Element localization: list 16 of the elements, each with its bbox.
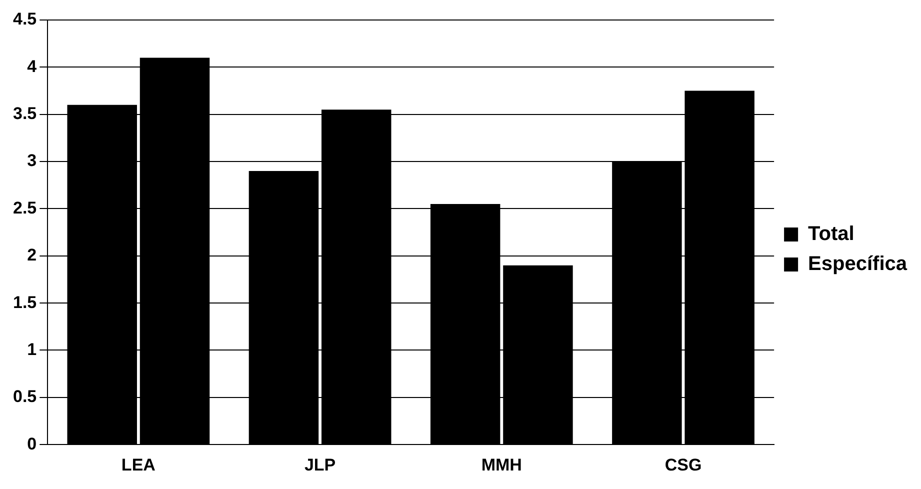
x-tick-label: MMH xyxy=(481,455,522,474)
legend-label: Total xyxy=(808,223,854,246)
y-tick-label: 1.5 xyxy=(12,292,37,312)
y-tick-label: 4.5 xyxy=(12,10,37,29)
x-tick-label: CSG xyxy=(664,455,702,474)
y-tick-label: 0 xyxy=(27,434,37,454)
y-tick-label: 4 xyxy=(27,56,38,76)
x-tick-label: JLP xyxy=(304,455,336,474)
y-tick-label: 1 xyxy=(27,340,37,359)
y-tick-label: 2.5 xyxy=(12,198,37,218)
x-tick-label: LEA xyxy=(121,455,156,474)
y-tick-label: 3.5 xyxy=(12,104,37,124)
legend-label: Específica xyxy=(808,253,908,276)
y-tick-label: 2 xyxy=(27,246,37,265)
y-tick-label: 0.5 xyxy=(12,387,37,406)
y-tick-label: 3 xyxy=(27,151,37,170)
